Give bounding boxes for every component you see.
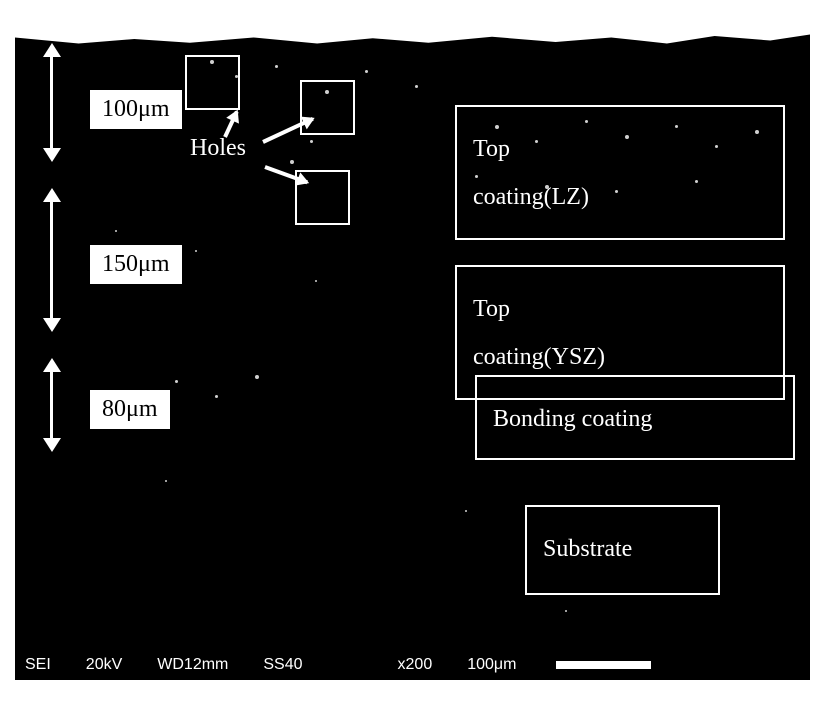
sem-info-bar: SEI 20kV WD12mm SS40 x200 100μm: [15, 650, 810, 680]
layer-box-top-lz: Topcoating(LZ): [455, 105, 785, 240]
layer-box-bonding: Bonding coating: [475, 375, 795, 460]
thickness-label-1: 100μm: [90, 90, 182, 129]
layer-label-line: Bonding coating: [493, 395, 777, 443]
texture-speckle: [315, 280, 317, 282]
texture-speckle: [415, 85, 418, 88]
thickness-label-2: 150μm: [90, 245, 182, 284]
pointer-arrow: [264, 165, 308, 184]
thickness-arrow-2: [50, 200, 53, 320]
layer-label-line: Top: [473, 285, 767, 333]
info-mag: x200: [398, 656, 433, 674]
texture-speckle: [215, 395, 218, 398]
texture-speckle: [275, 65, 278, 68]
layer-label-line: Substrate: [543, 525, 702, 573]
thickness-arrow-3: [50, 370, 53, 440]
thickness-arrow-1: [50, 55, 53, 150]
scale-bar: [556, 661, 651, 669]
texture-speckle: [195, 250, 197, 252]
info-ss: SS40: [263, 656, 302, 674]
info-mode: SEI: [25, 656, 51, 674]
info-wd: WD12mm: [157, 656, 228, 674]
thickness-label-3: 80μm: [90, 390, 170, 429]
texture-speckle: [255, 375, 259, 379]
sem-micrograph: 100μm 150μm 80μm Holes Topcoating(LZ) To…: [15, 30, 810, 680]
texture-speckle: [465, 510, 467, 512]
texture-speckle: [290, 160, 294, 164]
texture-speckle: [310, 140, 313, 143]
info-scale-label: 100μm: [467, 656, 516, 674]
texture-speckle: [165, 480, 167, 482]
texture-speckle: [115, 230, 117, 232]
layer-box-substrate: Substrate: [525, 505, 720, 595]
holes-label: Holes: [190, 135, 246, 162]
texture-speckle: [365, 70, 368, 73]
info-voltage: 20kV: [86, 656, 122, 674]
layer-label-line: coating(LZ): [473, 173, 767, 221]
pointer-arrow: [223, 111, 238, 138]
layer-label-line: coating(YSZ): [473, 333, 767, 381]
texture-speckle: [565, 610, 567, 612]
texture-speckle: [175, 380, 178, 383]
surface-roughness: [15, 30, 810, 45]
hole-indicator-box: [185, 55, 240, 110]
layer-label-line: Top: [473, 125, 767, 173]
